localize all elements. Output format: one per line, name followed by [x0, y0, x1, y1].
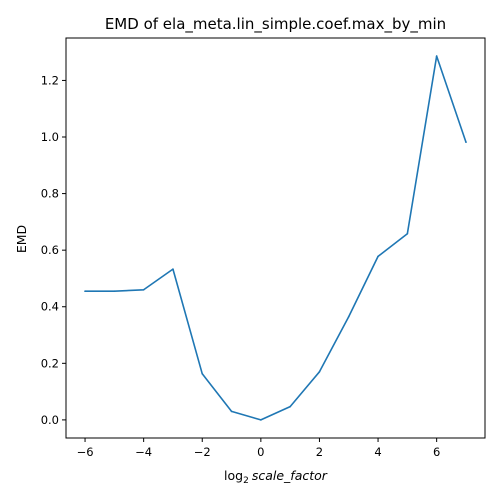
data-point [318, 371, 321, 373]
x-tick-label: −2 [194, 445, 211, 459]
x-tick-label: 6 [433, 445, 440, 459]
data-point [84, 290, 86, 292]
data-point [230, 410, 233, 413]
data-point [435, 55, 438, 57]
x-axis-label-subscript: 2 [243, 476, 249, 486]
y-tick-label: 0.2 [41, 356, 59, 370]
x-tick-label: −4 [135, 445, 152, 459]
data-point [377, 255, 379, 258]
chart-title: EMD of ela_meta.lin_simple.coef.max_by_m… [105, 15, 446, 34]
data-point [406, 232, 409, 235]
data-point [260, 419, 262, 421]
x-tick-label: 2 [316, 445, 323, 459]
plot-area: −6 −4 −2 0 2 4 6 0.0 0.2 0.4 0.6 0.8 1.0 1.2 [41, 37, 486, 459]
y-tick-label: 0.0 [41, 413, 59, 427]
x-tick-label: 4 [374, 445, 381, 459]
x-axis-label-variable: scale_factor [252, 468, 328, 483]
x-tick-label: 0 [257, 445, 264, 459]
y-tick-label: 1.0 [41, 130, 59, 144]
x-tick-label: −6 [77, 445, 94, 459]
data-point [465, 141, 467, 143]
y-axis-label: EMD [14, 225, 29, 253]
y-tick-label: 0.6 [41, 243, 59, 257]
plot-frame [65, 37, 486, 439]
y-tick-label: 1.2 [41, 73, 59, 87]
x-axis-label: log2 scale_factor [224, 468, 328, 486]
y-tick-label: 0.4 [41, 300, 59, 314]
data-point [172, 268, 174, 270]
data-point [201, 372, 204, 375]
data-point [347, 315, 350, 318]
data-point [113, 290, 116, 292]
data-point [142, 288, 145, 291]
x-axis-label-log: log [224, 468, 243, 483]
data-point [289, 405, 291, 408]
data-line [84, 55, 467, 421]
y-tick-label: 0.8 [41, 187, 59, 201]
